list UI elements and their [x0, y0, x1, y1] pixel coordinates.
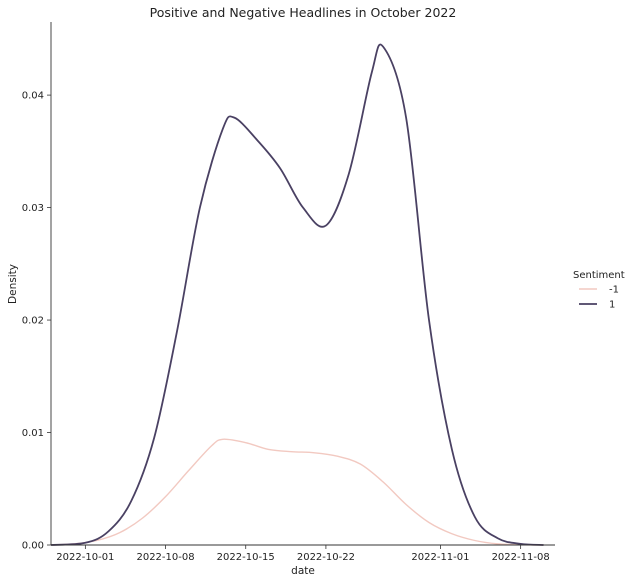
legend-title: Sentiment	[573, 270, 625, 281]
x-tick-label: 2022-11-08	[492, 552, 550, 563]
x-tick-label: 2022-11-01	[411, 552, 469, 563]
legend-label: -1	[609, 285, 619, 296]
y-axis-label: Density	[7, 264, 19, 304]
y-tick-label: 0.01	[22, 428, 44, 439]
x-tick-label: 2022-10-22	[297, 552, 355, 563]
series-line-positive	[50, 43, 544, 546]
x-tick-label: 2022-10-01	[56, 552, 114, 563]
y-tick-label: 0.03	[22, 203, 44, 214]
x-axis-label: date	[291, 565, 315, 577]
plot-area: 2022-10-01 2022-10-08 2022-10-15 2022-10-22…	[22, 22, 555, 563]
y-tick-label: 0.00	[22, 541, 44, 552]
legend-label: 1	[609, 300, 615, 311]
x-ticks: 2022-10-01 2022-10-08 2022-10-15 2022-10-22…	[56, 545, 550, 563]
series-line-negative	[50, 438, 544, 546]
legend-items: -11	[579, 285, 619, 311]
legend: Sentiment -11	[573, 270, 625, 311]
series-lines	[50, 43, 544, 546]
y-tick-label: 0.04	[22, 91, 44, 102]
y-ticks: 0.00 0.01 0.02 0.03 0.04	[22, 91, 51, 552]
y-tick-label: 0.02	[22, 316, 44, 327]
x-tick-label: 2022-10-15	[217, 552, 275, 563]
x-tick-label: 2022-10-08	[136, 552, 194, 563]
chart-title: Positive and Negative Headlines in Octob…	[150, 5, 457, 20]
